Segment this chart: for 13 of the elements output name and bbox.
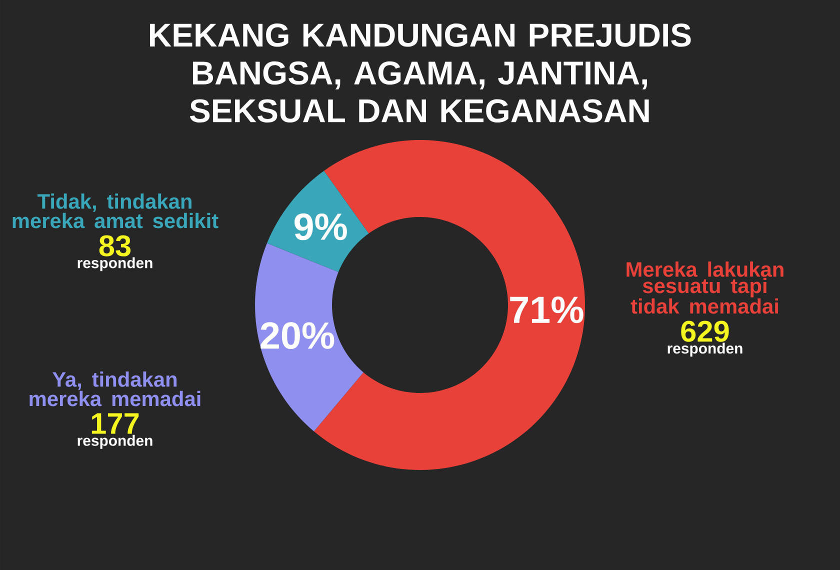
slice-label: Ya, tindakan mereka memadai <box>30 372 200 406</box>
slice-label: Mereka lakukan sesuatu tapi tidak memadai <box>626 262 784 314</box>
text: 629 <box>681 320 729 342</box>
chart-title: KEKANG KANDUNGAN PREJUDIS BANGSA, AGAMA, JANTINA, SEKSUAL DAN KEGANASAN <box>150 24 691 123</box>
slice-label: Tidak, tindakan mereka amat sedikit <box>12 194 218 228</box>
data-label: 71% <box>510 296 584 324</box>
text: responden <box>78 434 152 449</box>
text: 177 <box>92 413 139 434</box>
data-label: 9% <box>294 213 347 240</box>
text: responden <box>668 342 742 357</box>
data-label: 20% <box>260 322 334 349</box>
text: 83 <box>99 235 131 256</box>
text: responden <box>78 257 152 272</box>
